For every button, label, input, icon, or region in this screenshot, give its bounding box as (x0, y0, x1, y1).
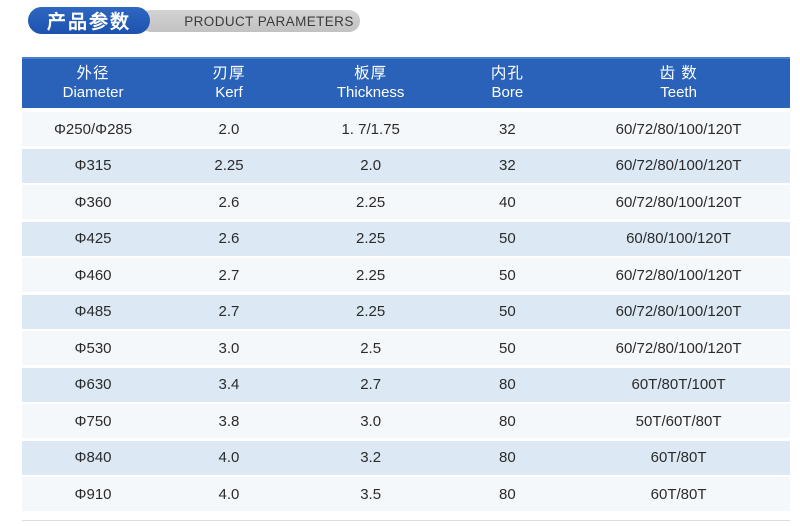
table-row: Φ840 4.0 3.2 80 60T/80T (22, 440, 790, 475)
table-cell: 3.5 (360, 485, 382, 503)
table-cell: 1. 7/1.75 (341, 120, 400, 138)
table-cell: 2.25 (356, 230, 386, 247)
bottom-divider (22, 520, 790, 521)
column-header-zh: 外径 (76, 65, 110, 83)
subtitle-pill: PRODUCT PARAMETERS (140, 10, 360, 32)
column-header-bore: 内孔 Bore (447, 64, 567, 102)
table-row: Φ910 4.0 3.5 80 60T/80T (22, 477, 790, 511)
table-cell: 80 (499, 485, 516, 503)
table-cell: 2.0 (218, 120, 240, 138)
table-cell: 60/72/80/100/120T (615, 157, 742, 174)
table-row: Φ460 2.7 2.25 50 60/72/80/100/120T (22, 258, 790, 292)
table-cell: 3.4 (218, 376, 240, 393)
table-cell: 80 (499, 412, 516, 430)
table-cell: 60/72/80/100/120T (615, 303, 742, 320)
column-header-zh: 板厚 (354, 65, 388, 83)
table-cell: 2.6 (218, 230, 240, 247)
table-cell: 2.0 (360, 157, 382, 174)
table-cell: 40 (499, 193, 516, 211)
column-header-zh: 刃厚 (212, 65, 246, 83)
table-cell: Φ460 (74, 266, 112, 284)
title-pill: 产品参数 (28, 7, 150, 34)
column-header-thickness: 板厚 Thickness (294, 64, 448, 102)
table-cell: 3.0 (360, 412, 382, 430)
table-header-row: 外径 Diameter 刃厚 Kerf 板厚 Thickness 内孔 Bore 齿 数 Teet… (22, 57, 790, 108)
table-cell: Φ630 (74, 376, 112, 393)
table-cell: 32 (499, 120, 516, 138)
product-parameters-table: 外径 Diameter 刃厚 Kerf 板厚 Thickness 内孔 Bore 齿 数 Teet… (22, 57, 790, 514)
table-cell: 60T/80T (650, 485, 707, 503)
table-cell: 50 (499, 339, 516, 357)
table-cell: 80 (499, 376, 516, 393)
column-header-en: Kerf (215, 83, 243, 101)
table-cell: 2.7 (360, 376, 382, 393)
table-cell: 2.6 (218, 193, 240, 211)
table-cell: Φ360 (74, 193, 112, 211)
table-cell: 2.25 (356, 193, 386, 211)
table-cell: 2.25 (214, 157, 244, 174)
table-cell: 50T/60T/80T (635, 412, 722, 430)
table-cell: Φ485 (74, 303, 112, 320)
table-cell: 3.8 (218, 412, 240, 430)
table-cell: 2.5 (360, 339, 382, 357)
table-row: Φ315 2.25 2.0 32 60/72/80/100/120T (22, 148, 790, 183)
table-cell: 60/72/80/100/120T (615, 120, 742, 138)
table-cell: 2.7 (218, 266, 240, 284)
table-cell: 60/72/80/100/120T (615, 193, 742, 211)
table-cell: Φ530 (74, 339, 112, 357)
column-header-en: Diameter (62, 83, 124, 101)
table-cell: 32 (499, 157, 516, 174)
table-row: Φ250/Φ285 2.0 1. 7/1.75 32 60/72/80/100/120T (22, 112, 790, 146)
table-row: Φ630 3.4 2.7 80 60T/80T/100T (22, 367, 790, 402)
column-header-en: Thickness (336, 83, 405, 101)
title-badges: PRODUCT PARAMETERS 产品参数 (28, 7, 428, 37)
column-header-diameter: 外径 Diameter (22, 64, 164, 102)
table-cell: 4.0 (218, 449, 240, 466)
column-header-en: Teeth (660, 83, 697, 101)
column-header-zh: 内孔 (490, 65, 524, 83)
table-cell: 60/72/80/100/120T (615, 339, 742, 357)
table-cell: 60/80/100/120T (626, 230, 732, 247)
table-cell: Φ910 (74, 485, 112, 503)
table-cell: Φ250/Φ285 (53, 120, 133, 138)
table-row: Φ485 2.7 2.25 50 60/72/80/100/120T (22, 294, 790, 329)
table-cell: 50 (499, 266, 516, 284)
page-title: 产品参数 (46, 12, 131, 33)
table-cell: 50 (499, 303, 516, 320)
table-row: Φ750 3.8 3.0 80 50T/60T/80T (22, 404, 790, 438)
table-cell: Φ840 (74, 449, 112, 466)
table-cell: 60/72/80/100/120T (615, 266, 742, 284)
table-cell: Φ750 (74, 412, 112, 430)
table-body: Φ250/Φ285 2.0 1. 7/1.75 32 60/72/80/100/120T… (22, 112, 790, 511)
column-header-zh: 齿 数 (659, 65, 698, 83)
table-row: Φ425 2.6 2.25 50 60/80/100/120T (22, 221, 790, 256)
table-cell: 60T/80T (650, 449, 707, 466)
column-header-teeth: 齿 数 Teeth (567, 64, 790, 102)
table-row: Φ530 3.0 2.5 50 60/72/80/100/120T (22, 331, 790, 365)
table-cell: Φ425 (74, 230, 112, 247)
table-row: Φ360 2.6 2.25 40 60/72/80/100/120T (22, 185, 790, 219)
table-cell: 2.25 (356, 266, 386, 284)
table-cell: 80 (499, 449, 516, 466)
table-cell: 3.0 (218, 339, 240, 357)
column-header-kerf: 刃厚 Kerf (164, 64, 294, 102)
column-header-en: Bore (491, 83, 524, 101)
table-cell: 3.2 (360, 449, 382, 466)
table-cell: 2.25 (356, 303, 386, 320)
table-cell: Φ315 (74, 157, 112, 174)
table-cell: 4.0 (218, 485, 240, 503)
table-cell: 60T/80T/100T (631, 376, 726, 393)
table-cell: 50 (499, 230, 516, 247)
table-cell: 2.7 (218, 303, 240, 320)
subtitle-text: PRODUCT PARAMETERS (184, 13, 354, 29)
